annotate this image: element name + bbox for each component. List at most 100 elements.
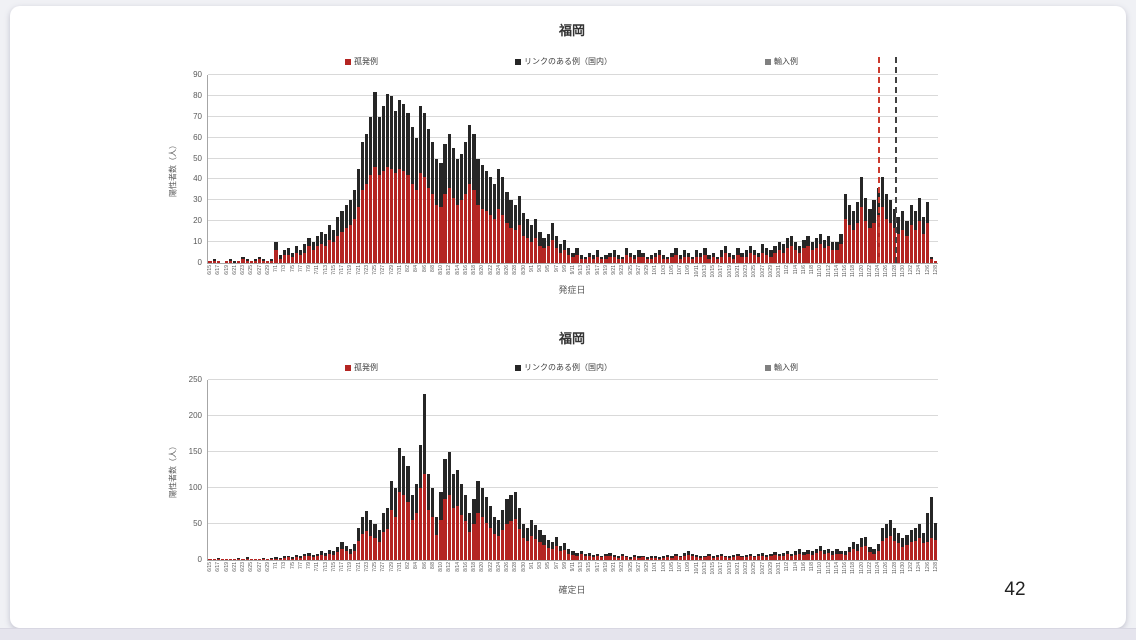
bar — [212, 75, 216, 263]
bar — [418, 380, 422, 560]
bar-segment-linked — [785, 550, 790, 555]
bar — [558, 380, 563, 560]
bar — [439, 75, 443, 263]
bar-segment-linked — [361, 141, 365, 190]
bar-segment-linked — [851, 542, 855, 550]
bar-segment-isolated — [459, 200, 464, 263]
bar-segment-linked — [344, 545, 348, 552]
bar-segment-isolated — [888, 536, 893, 560]
bar — [674, 75, 678, 263]
bar-segment-linked — [847, 547, 851, 553]
bar-segment-isolated — [732, 557, 736, 560]
bar-segment-linked — [884, 524, 888, 539]
bar — [847, 380, 851, 560]
bar — [934, 380, 938, 560]
bar-segment-linked — [286, 555, 290, 558]
bar-segment-linked — [921, 217, 926, 234]
bar — [769, 75, 773, 263]
bar-segment-linked — [686, 551, 691, 555]
bar-segment-linked — [835, 242, 839, 251]
bar-segment-linked — [427, 129, 431, 188]
bar — [476, 75, 480, 263]
bar-segment-isolated — [286, 557, 290, 560]
bar — [880, 75, 884, 263]
bar-segment-isolated — [789, 556, 794, 560]
bar-segment-linked — [761, 552, 765, 556]
bar — [641, 380, 645, 560]
bar — [369, 75, 373, 263]
bar-segment-isolated — [278, 558, 282, 560]
x-tick-text: 10/15 — [710, 562, 717, 575]
bar — [728, 75, 732, 263]
bar-segment-linked — [530, 225, 534, 243]
bar — [361, 380, 365, 560]
bar-segment-isolated — [645, 558, 649, 560]
bar — [781, 380, 785, 560]
bar — [831, 75, 835, 263]
bar-segment-linked — [686, 252, 691, 257]
bar-segment-linked — [563, 240, 567, 251]
bar — [216, 380, 220, 560]
bar-segment-isolated — [719, 256, 724, 263]
x-tick-text: 10/29 — [767, 562, 774, 575]
bar-segment-isolated — [517, 225, 521, 263]
bar — [814, 75, 818, 263]
x-tick-text: 11/2 — [784, 562, 791, 572]
bar — [583, 75, 587, 263]
bar-segment-isolated — [241, 258, 245, 263]
bar — [455, 380, 460, 560]
x-tick-text: 12/6 — [924, 562, 931, 572]
bar-segment-linked — [319, 231, 323, 245]
bar — [427, 75, 431, 263]
x-tick-text: 11/28 — [891, 562, 898, 575]
bar-segment-isolated — [253, 559, 257, 560]
bar-segment-isolated — [414, 189, 418, 263]
bar-segment-isolated — [451, 508, 455, 560]
x-tick-text: 7/7 — [297, 562, 304, 569]
bar-segment-linked — [579, 254, 583, 259]
bar-segment-linked — [497, 520, 501, 537]
bar-segment-linked — [249, 558, 253, 560]
bar-segment-linked — [332, 229, 336, 243]
bar — [600, 380, 604, 560]
bar-segment-linked — [893, 527, 897, 541]
bar-segment-isolated — [476, 204, 480, 263]
bar-segment-isolated — [690, 556, 695, 560]
bar-segment-linked — [373, 524, 377, 539]
bar — [649, 75, 653, 263]
bar-segment-isolated — [410, 520, 414, 560]
bar-segment-isolated — [699, 557, 703, 560]
bar-segment-linked — [794, 242, 798, 251]
bar-segment-linked — [719, 250, 724, 257]
x-tick-text: 7/9 — [306, 562, 313, 569]
bar-segment-isolated — [666, 557, 670, 560]
bar — [402, 75, 406, 263]
bar — [893, 380, 897, 560]
bar — [377, 75, 381, 263]
bar — [270, 75, 274, 263]
bar-segment-isolated — [909, 225, 913, 263]
x-tick-text: 7/31 — [396, 562, 403, 572]
bar-segment-linked — [827, 235, 831, 247]
bar — [810, 380, 814, 560]
bar-segment-linked — [608, 552, 612, 556]
bar-segment-isolated — [398, 491, 402, 560]
bar-segment-linked — [373, 91, 377, 167]
vline-11-28 — [894, 57, 897, 263]
confirmed-date-chart: 福岡 孤発例 リンクのある例（国内） 輸入例 陽性者数（人） 0 50 100 150… — [10, 6, 1126, 628]
x-tick-text: 8/18 — [471, 562, 478, 572]
bar-segment-linked — [901, 210, 905, 230]
bar-segment-isolated — [591, 557, 596, 560]
bar-segment-linked — [286, 248, 290, 255]
bar — [237, 380, 241, 560]
bar — [216, 75, 220, 263]
bar-segment-isolated — [488, 214, 493, 263]
bar-segment-linked — [505, 191, 509, 224]
bar — [893, 75, 897, 263]
bar-segment-isolated — [901, 547, 905, 560]
x-tick-text: 7/17 — [339, 562, 346, 572]
bar-segment-isolated — [492, 534, 497, 560]
bar-segment-isolated — [431, 516, 435, 560]
x-tick-text: 6/15 — [207, 562, 214, 572]
bar-segment-isolated — [369, 536, 373, 560]
